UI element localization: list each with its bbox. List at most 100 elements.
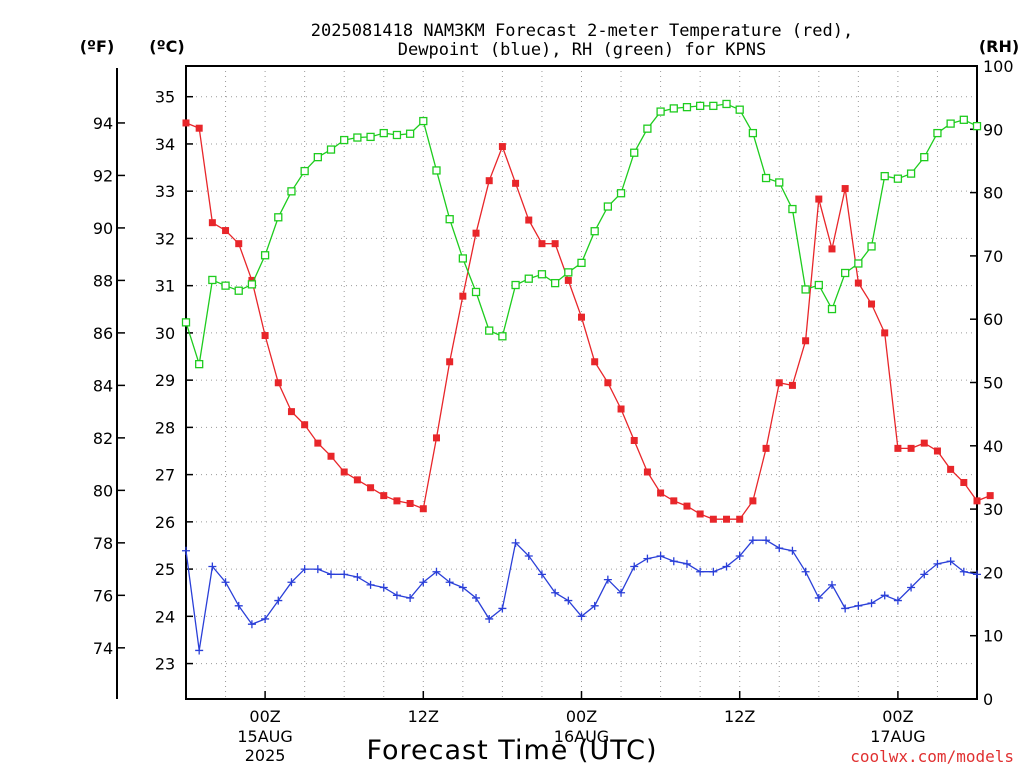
dewpoint-point — [524, 551, 533, 560]
dewpoint-point — [261, 614, 270, 623]
rh-point — [933, 128, 942, 138]
rh-tick-label: 90 — [983, 120, 1003, 139]
temperature-point — [749, 497, 757, 505]
rh-tick-label: 30 — [983, 500, 1003, 519]
rh-point — [906, 169, 916, 178]
temperature-point — [287, 408, 295, 416]
rh-tick-label: 60 — [983, 310, 1003, 329]
fahrenheit-tick-label: 88 — [93, 271, 113, 290]
rh-point — [221, 281, 230, 290]
rh-point — [485, 326, 494, 335]
temperature-point — [485, 177, 493, 185]
dewpoint-point — [735, 551, 744, 560]
rh-point — [208, 275, 217, 285]
dewpoint-point — [327, 570, 336, 579]
celsius-tick-label: 28 — [155, 418, 175, 437]
rh-point — [748, 128, 758, 138]
rh-point — [326, 145, 336, 154]
dewpoint-point — [907, 583, 916, 592]
dewpoint-point — [643, 554, 652, 563]
rh-tick-label: 100 — [983, 57, 1014, 76]
temperature-point — [498, 143, 506, 151]
fahrenheit-tick-label: 82 — [93, 429, 113, 448]
temperature-point — [604, 379, 612, 387]
temperature-point — [314, 439, 322, 447]
dewpoint-point — [920, 570, 929, 579]
rh-point — [669, 104, 678, 113]
rh-point — [827, 304, 837, 314]
rh-point — [788, 204, 797, 214]
dewpoint-point — [300, 565, 309, 574]
fahrenheit-tick-label: 94 — [93, 114, 113, 133]
temperature-point — [182, 119, 190, 127]
temperature-point — [933, 447, 941, 455]
temperature-point — [406, 499, 414, 507]
fahrenheit-tick-label: 74 — [93, 639, 113, 658]
dewpoint-point — [577, 612, 586, 621]
dewpoint-point — [893, 596, 902, 605]
temperature-point — [419, 505, 427, 513]
dewpoint-point — [208, 562, 217, 571]
temperature-point — [986, 492, 994, 500]
dewpoint-point — [234, 601, 243, 610]
rh-point — [287, 187, 296, 196]
series-rh — [181, 99, 982, 369]
dewpoint-point — [682, 559, 691, 568]
chart-title-line-1: 2025081418 NAM3KM Forecast 2-meter Tempe… — [311, 21, 853, 41]
temperature-point — [393, 497, 401, 505]
rh-point — [972, 121, 982, 131]
temperature-point — [762, 444, 770, 452]
rh-point — [234, 286, 243, 295]
fahrenheit-tick-label: 76 — [93, 586, 113, 605]
time-tick-label: 00Z — [566, 707, 597, 726]
dewpoint-point — [274, 596, 283, 605]
temperature-point — [920, 439, 928, 447]
dewpoint-point — [801, 567, 810, 576]
temperature-point — [327, 452, 335, 460]
dewpoint-point — [472, 593, 481, 602]
fahrenheit-tick-label: 92 — [93, 166, 113, 185]
rh-point — [511, 280, 520, 290]
rh-tick-label: 20 — [983, 563, 1003, 582]
rh-point — [946, 119, 955, 128]
dewpoint-point — [775, 544, 784, 553]
axes — [116, 65, 978, 700]
rh-tick-label: 70 — [983, 247, 1003, 266]
rh-point — [471, 287, 481, 297]
rh-point — [867, 242, 876, 251]
celsius-tick-label: 27 — [155, 466, 175, 485]
temperature-point — [683, 502, 691, 510]
celsius-unit-label: (ºC) — [149, 37, 184, 56]
dewpoint-point — [788, 546, 797, 555]
dewpoint-point — [564, 596, 573, 605]
temperature-point — [907, 444, 915, 452]
dewpoint-point — [603, 575, 612, 584]
dewpoint-point — [630, 562, 639, 571]
dewpoint-point — [353, 572, 362, 581]
dewpoint-point — [841, 604, 850, 613]
dewpoint-point — [445, 578, 454, 587]
rh-point — [550, 278, 560, 288]
temperature-point — [538, 240, 546, 248]
rh-point — [630, 148, 639, 157]
time-tick-label: 12Z — [724, 707, 755, 726]
dewpoint-point — [485, 614, 494, 623]
rh-tick-label: 0 — [983, 690, 993, 709]
rh-tick-label: 50 — [983, 374, 1003, 393]
time-tick-label: 12Z — [408, 707, 439, 726]
dewpoint-point — [340, 570, 349, 579]
rh-point — [445, 215, 454, 224]
dewpoint-point — [880, 591, 889, 600]
rh-point — [392, 130, 402, 140]
temperature-point — [788, 381, 796, 389]
celsius-tick-label: 34 — [155, 135, 175, 154]
rh-axis: 0 10 20 30 40 50 60 70 80 90 100 — [970, 57, 1014, 709]
dewpoint-point — [827, 580, 836, 589]
dewpoint-point — [287, 578, 296, 587]
dewpoint-point — [946, 557, 955, 566]
dewpoint-point — [933, 559, 942, 568]
rh-point — [181, 318, 191, 327]
dewpoint-point — [656, 551, 665, 560]
dewpoint-point — [511, 538, 520, 547]
